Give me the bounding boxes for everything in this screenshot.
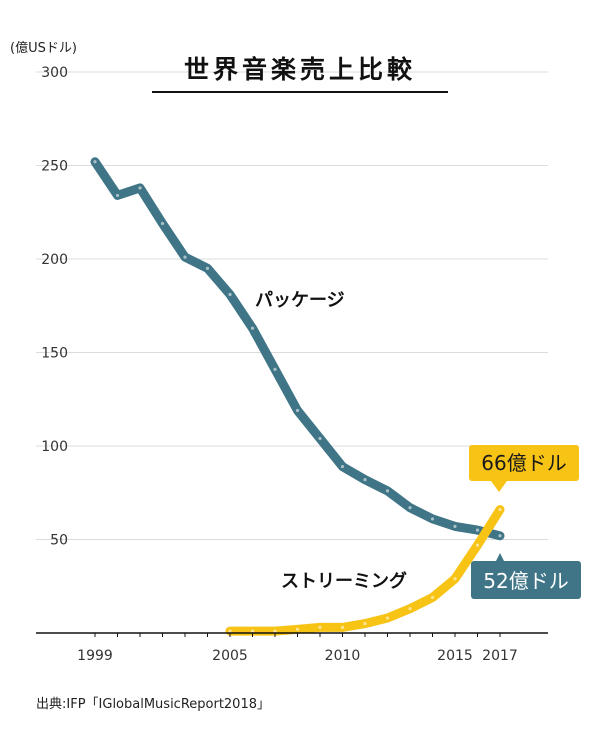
callout-package-pointer [496, 553, 504, 561]
data-point-0-2016 [475, 528, 480, 532]
chart-title: 世界音楽売上比較 [184, 55, 416, 84]
data-point-0-2007 [273, 367, 277, 371]
source-note: 出典:IFP「IGlobalMusicReport2018」 [36, 697, 270, 712]
data-point-1-2010 [340, 625, 345, 629]
x-tick-label-2015: 2015 [437, 648, 473, 664]
callout-streaming-box [469, 445, 579, 481]
callout-streaming-text: 66億ドル [481, 451, 566, 475]
data-point-1-2016 [475, 543, 480, 547]
callout-package: 52億ドル [471, 553, 581, 599]
data-point-0-2001 [138, 186, 142, 190]
y-tick-label-250: 250 [41, 159, 68, 175]
y-tick-label-300: 300 [41, 65, 68, 81]
y-tick-label-100: 100 [41, 439, 68, 455]
data-point-0-2006 [250, 326, 255, 330]
y-tick-label-150: 150 [41, 346, 68, 362]
data-point-0-2000 [115, 193, 120, 198]
data-point-0-2014 [430, 517, 435, 521]
data-point-1-2017 [498, 507, 502, 512]
data-point-0-1999 [93, 160, 97, 164]
x-tick-label-2017: 2017 [482, 648, 518, 664]
data-point-1-2005 [228, 629, 232, 633]
data-point-0-2003 [183, 255, 187, 259]
y-tick-labels: 50 100 150 200 250 300 [41, 65, 68, 549]
data-point-0-2008 [295, 408, 300, 413]
series-label-streaming: ストリーミング [281, 570, 407, 592]
data-point-1-2006 [250, 629, 255, 633]
x-tick-label-2005: 2005 [212, 648, 248, 664]
y-tick-label-200: 200 [41, 252, 68, 268]
x-tick-labels: 1999 2005 2010 2015 2017 [77, 633, 518, 664]
data-point-1-2012 [385, 616, 390, 620]
callout-streaming-pointer [491, 481, 507, 492]
data-point-0-2013 [408, 506, 412, 510]
callout-package-text: 52億ドル [483, 569, 568, 593]
data-point-0-2004 [205, 266, 210, 270]
data-point-0-2005 [228, 292, 232, 297]
data-point-1-2011 [363, 622, 367, 626]
data-point-0-2012 [385, 489, 390, 493]
data-point-1-2015 [453, 577, 457, 581]
x-tick-label-2010: 2010 [325, 648, 361, 664]
data-point-1-2009 [318, 625, 322, 629]
grid-lines [36, 71, 548, 540]
data-point-1-2007 [273, 629, 277, 633]
x-tick-label-1999: 1999 [77, 648, 113, 664]
y-tick-label-50: 50 [50, 533, 68, 549]
data-point-1-2014 [430, 595, 435, 600]
data-point-0-2010 [340, 464, 345, 469]
data-point-0-2009 [318, 436, 322, 441]
data-point-0-2017 [498, 534, 502, 538]
callout-streaming: 66億ドル [469, 445, 579, 492]
data-point-0-2011 [363, 478, 367, 482]
series-label-package: パッケージ [255, 290, 345, 311]
data-point-1-2013 [408, 607, 412, 611]
series-lines [90, 157, 505, 636]
series-line-0 [90, 157, 505, 541]
unit-label: (億USドル) [10, 40, 77, 56]
callout-package-box [471, 561, 581, 599]
data-point-0-2002 [160, 221, 165, 226]
data-point-0-2015 [453, 524, 457, 529]
data-point-1-2008 [295, 627, 300, 631]
